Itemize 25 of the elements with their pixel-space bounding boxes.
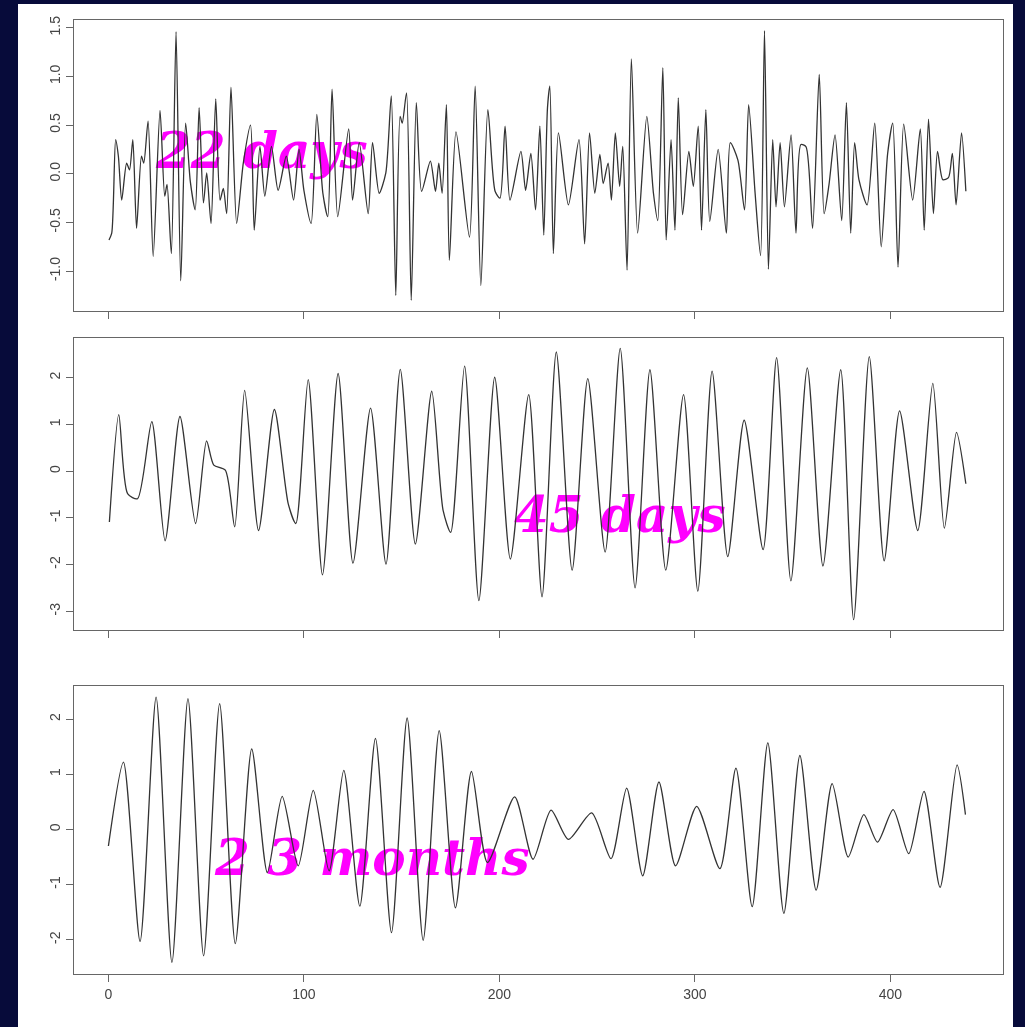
y-tick-label: -1 bbox=[47, 876, 64, 889]
x-tick-label: 300 bbox=[683, 986, 707, 1002]
x-tick-label: 200 bbox=[487, 986, 512, 1002]
x-tick-label: 100 bbox=[292, 986, 316, 1002]
y-tick-label: -0.5 bbox=[47, 208, 64, 233]
x-tick-label: 400 bbox=[878, 986, 903, 1002]
y-tick-label: 1.5 bbox=[47, 15, 64, 36]
y-tick-label: -2 bbox=[47, 556, 64, 569]
y-tick-label: -1 bbox=[47, 509, 64, 522]
y-tick-label: 1 bbox=[47, 768, 64, 777]
y-tick-label: -1.0 bbox=[47, 256, 64, 282]
x-tick-label: 0 bbox=[104, 986, 113, 1002]
line-series bbox=[107, 696, 967, 964]
y-tick-label: 1.0 bbox=[47, 64, 64, 85]
line-series bbox=[108, 347, 967, 621]
line-series bbox=[108, 30, 967, 301]
y-tick-label: 0 bbox=[47, 823, 64, 832]
y-tick-label: 0 bbox=[47, 464, 64, 473]
y-tick-label: 2 bbox=[47, 712, 64, 721]
y-tick-label: 0.0 bbox=[47, 161, 64, 182]
y-tick-label: -3 bbox=[47, 602, 64, 616]
y-tick-label: 1 bbox=[47, 418, 64, 427]
y-tick-label: 0.5 bbox=[47, 113, 64, 133]
y-tick-label: -2 bbox=[47, 931, 64, 944]
y-tick-label: 2 bbox=[47, 371, 64, 380]
